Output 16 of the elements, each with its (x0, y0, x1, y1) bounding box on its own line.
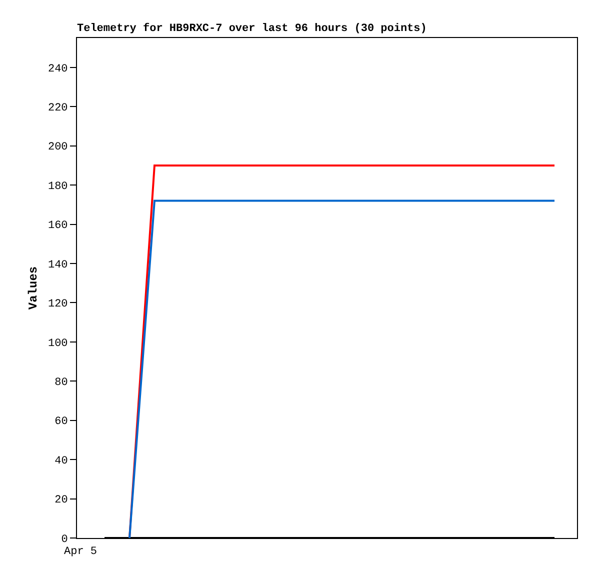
y-tick-label: 160 (48, 220, 68, 232)
y-tick-label: 240 (48, 63, 68, 76)
chart-title: Telemetry for HB9RXC-7 over last 96 hours (30 points) (77, 22, 427, 35)
y-tick-label: 140 (48, 259, 68, 272)
y-axis-title: Values (26, 266, 40, 310)
y-tick-label: 20 (54, 494, 68, 507)
y-tick-label: 80 (54, 376, 68, 389)
y-tick-label: 40 (54, 455, 68, 468)
y-tick-label: 100 (48, 338, 68, 350)
y-tick-label: 120 (48, 298, 68, 311)
text: Apr 5 (64, 546, 98, 558)
y-tick-label: 0 (61, 534, 68, 546)
y-tick-label: 200 (48, 142, 68, 154)
y-tick-label: 60 (54, 416, 68, 428)
y-tick-label: 220 (48, 102, 68, 114)
y-tick-label: 180 (48, 180, 68, 193)
